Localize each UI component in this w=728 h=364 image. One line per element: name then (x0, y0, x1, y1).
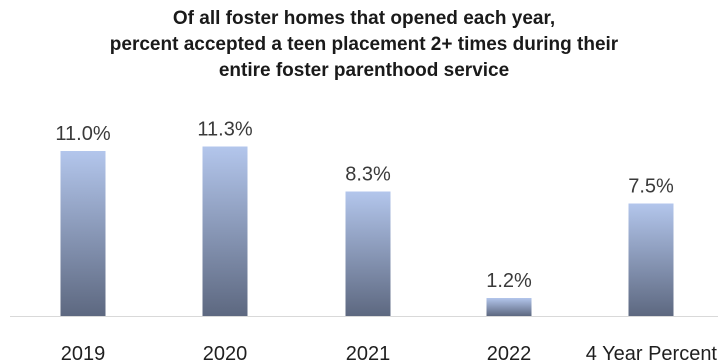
bar-2022 (486, 298, 532, 316)
bar-2021 (345, 191, 391, 316)
chart-title-line-2: percent accepted a teen placement 2+ tim… (109, 34, 619, 55)
x-tick-label: 2021 (346, 343, 391, 364)
value-label: 11.3% (197, 119, 252, 141)
x-tick-label: 2019 (61, 343, 106, 364)
x-tick-label: 2020 (203, 343, 248, 364)
value-label: 8.3% (345, 164, 391, 186)
x-tick-label: 4 Year Percent (586, 343, 718, 364)
value-label: 1.2% (486, 270, 532, 292)
value-label: 11.0% (55, 123, 110, 145)
chart-title-line-3: entire foster parenthood service (218, 60, 510, 81)
value-label: 7.5% (628, 176, 674, 198)
x-tick-label: 2022 (487, 343, 532, 364)
bar-4-year-percent (628, 203, 674, 316)
bar-2019 (60, 151, 106, 316)
chart-title-line-1: Of all foster homes that opened each yea… (172, 8, 556, 29)
bar-2020 (202, 146, 248, 316)
